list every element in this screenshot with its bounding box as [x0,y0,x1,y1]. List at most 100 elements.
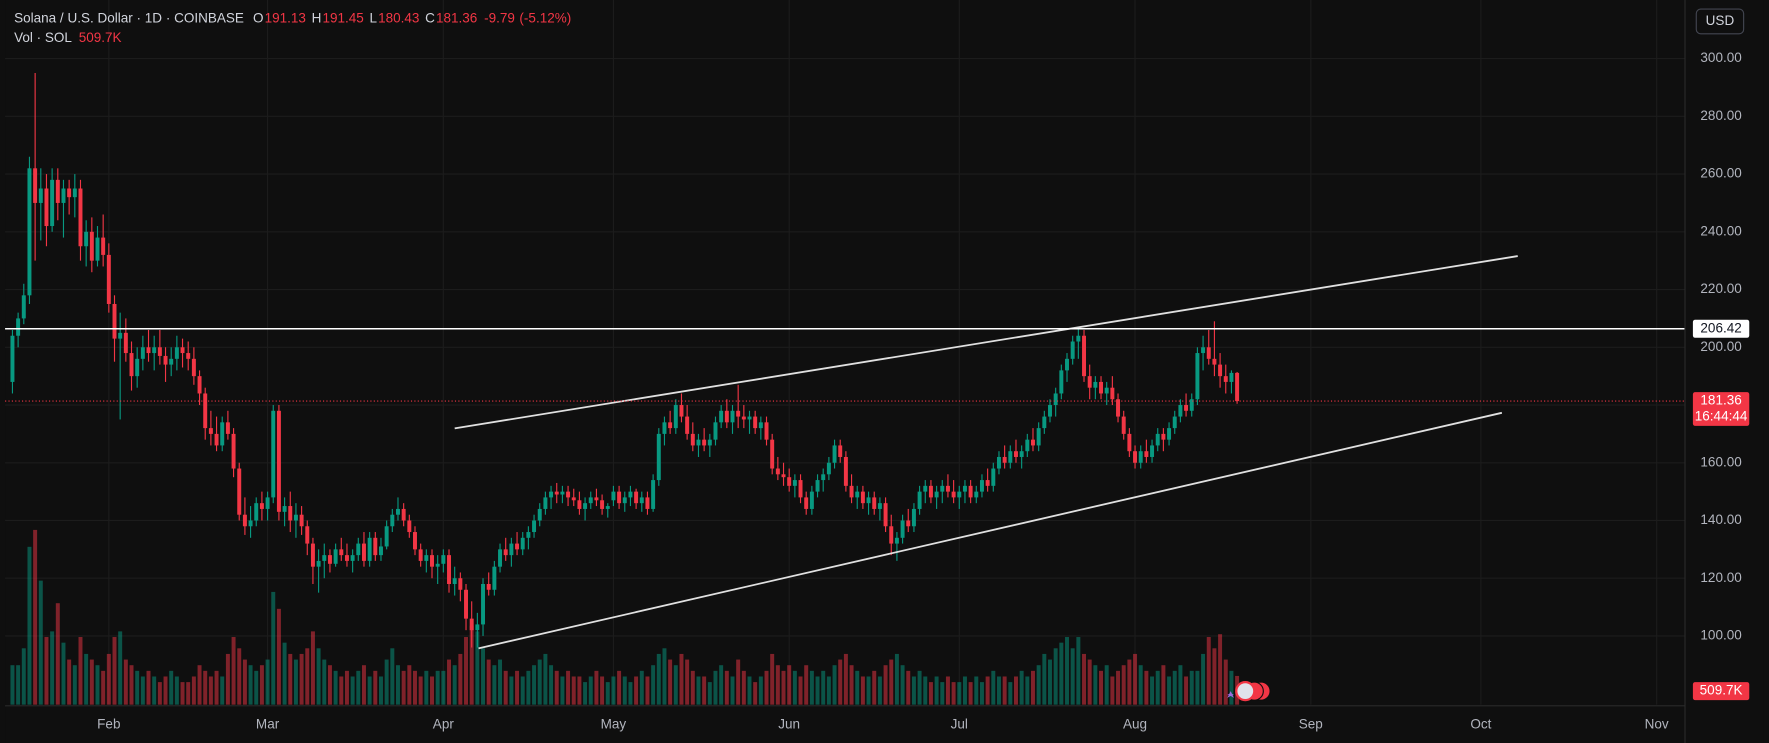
change-percent: (-5.12%) [519,11,571,26]
candle-body [1042,416,1047,429]
volume-bar [157,682,162,705]
volume-bar [27,546,32,705]
volume-bar [900,665,905,705]
candle-body [293,514,298,521]
candle-body [254,503,259,521]
candle-body [310,543,315,567]
candle-body [191,358,196,377]
volume-bar [33,529,38,705]
volume-bar [135,670,140,705]
volume-bar [316,648,321,705]
volume-bar [923,676,928,705]
candle-body [180,347,185,354]
close-value: 181.36 [436,11,477,26]
event-icons[interactable] [1227,680,1271,702]
currency[interactable]: USD [1706,13,1735,28]
volume-bar [1065,637,1069,705]
volume-bar [549,665,554,705]
open-value: 191.13 [265,11,306,26]
candle-body [21,295,26,319]
volume-bar [378,676,383,705]
candle-body [84,231,89,247]
volume-bar [129,665,134,705]
volume-bar [747,676,752,705]
volume-bar [690,670,695,705]
volume-bar [503,670,508,705]
high-value: 191.45 [322,11,363,26]
volume-bar [333,670,338,705]
candle-body [577,500,582,509]
candle-body [974,491,979,498]
candle-body [242,514,247,527]
candle-body [532,520,537,533]
candle-body [775,468,780,475]
trend-line [478,411,1503,650]
candle-body [690,433,695,446]
candle-body [872,497,877,509]
volume-bar [1048,659,1052,705]
volume-bar [344,670,349,705]
candle-body [1025,439,1030,452]
candle-body [736,410,741,417]
y-tick-label: 220.00 [1700,281,1741,296]
countdown: 16:44:44 [1695,408,1748,423]
candle-body [1048,405,1052,417]
currency-button[interactable]: USD [1695,8,1745,35]
candle-body [566,491,571,498]
volume-bar [163,676,168,705]
volume-bar [917,670,922,705]
candle-body [1121,416,1126,434]
y-tick-label: 200.00 [1700,339,1741,354]
candle-body [724,410,729,423]
candle-body [758,422,763,429]
volume-bar [1223,659,1228,705]
volume-bar [430,676,434,705]
volume-bar [101,670,106,705]
volume-bar [515,670,520,705]
volume-bar [724,670,729,705]
candle-body [481,583,486,625]
candle-body [1082,335,1086,377]
candle-body [441,555,446,564]
candle-body [1229,372,1234,382]
event-icon[interactable] [1235,680,1256,702]
volume-bar [651,665,656,705]
candle-body [112,303,117,339]
candle-body [169,358,174,365]
candle-body [95,237,100,261]
currency-box[interactable] [1695,8,1745,35]
volume-bar [452,665,457,705]
volume-bar [276,608,281,705]
trend-line [454,255,1518,430]
candle-body [1178,405,1183,417]
candle-body [1184,405,1189,411]
event-star[interactable] [1227,691,1235,698]
volume-bar [248,665,253,705]
candle-body [634,491,639,504]
volume-bar [889,659,894,705]
candle-body [940,485,945,492]
x-tick-label: Feb [97,717,120,732]
last-price-label: 181.36 [1700,393,1741,408]
candle-body [1223,376,1228,382]
volume-bar [753,682,758,705]
candle-body [526,532,531,538]
volume-bar [441,670,446,705]
volume-bar [985,676,990,705]
volume-bar [996,676,1001,705]
candle-body [900,520,905,538]
candle-body [549,491,554,498]
candle-body [361,543,366,561]
candle-body [979,480,984,492]
high-letter: H [312,11,322,26]
candle-body [157,347,162,356]
candle-body [985,480,990,486]
candle-body [1110,387,1115,400]
candle-body [101,237,106,255]
volume-bar [1155,670,1160,705]
volume-bar [339,676,344,705]
candle-body [401,508,406,521]
volume-bar [600,676,605,705]
candle-body [543,497,548,509]
candle-body [1195,353,1200,400]
